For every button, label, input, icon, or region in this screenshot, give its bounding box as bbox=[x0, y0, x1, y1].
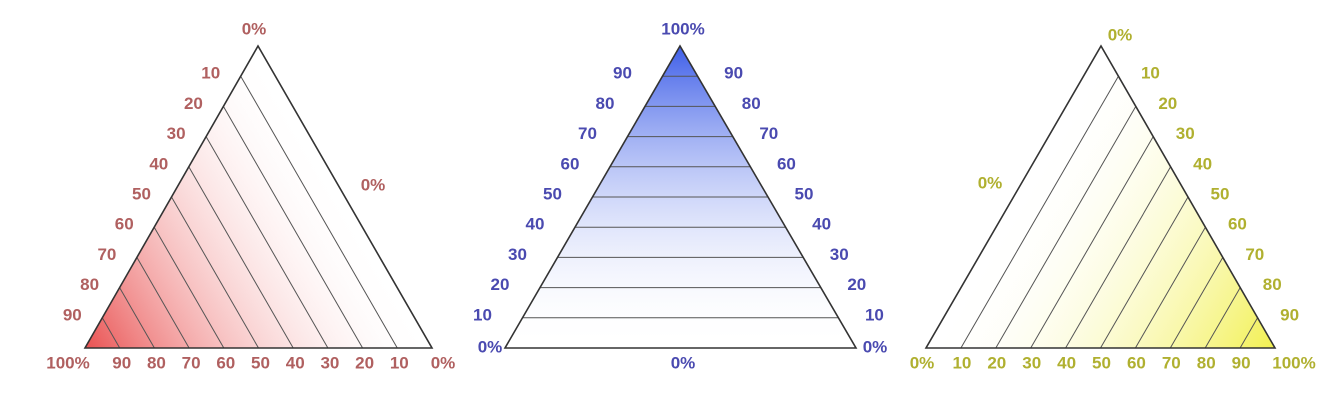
grid-line bbox=[188, 166, 294, 349]
grid-line bbox=[136, 257, 190, 349]
tick-label-bottom: 80 bbox=[147, 353, 166, 372]
tick-label-bottom: 60 bbox=[216, 353, 235, 372]
tick-label-left: 50 bbox=[132, 184, 151, 203]
tick-label-right: 60 bbox=[1228, 215, 1247, 234]
triangle-fill bbox=[926, 46, 1275, 348]
tick-label-left: 70 bbox=[97, 245, 116, 264]
tick-label-right: 30 bbox=[1176, 124, 1195, 143]
tick-label-right: 70 bbox=[1245, 245, 1264, 264]
grid-line bbox=[1030, 136, 1154, 349]
tick-label-left: 70 bbox=[578, 124, 597, 143]
grid-line bbox=[960, 75, 1119, 349]
bottom-center-label: 0% bbox=[671, 353, 696, 372]
zero-label-top: 0% bbox=[242, 19, 267, 38]
tick-label-bottom: 70 bbox=[1162, 353, 1181, 372]
zero-label-top: 0% bbox=[1108, 25, 1133, 44]
grid-line bbox=[1169, 257, 1224, 349]
tick-label-right: 20 bbox=[847, 275, 866, 294]
triangle-outline bbox=[83, 44, 434, 349]
tick-label-left: 80 bbox=[596, 94, 615, 113]
grid-line bbox=[153, 226, 225, 349]
tick-label-right: 40 bbox=[812, 215, 831, 234]
tick-label-left: 40 bbox=[526, 215, 545, 234]
tick-label-bottom: 90 bbox=[112, 353, 131, 372]
tick-label-bottom: 20 bbox=[987, 353, 1006, 372]
tick-label-bottom: 50 bbox=[251, 353, 270, 372]
zero-label-side: 0% bbox=[361, 175, 386, 194]
tick-label-left: 80 bbox=[80, 275, 99, 294]
tick-label-bottom: 30 bbox=[1022, 353, 1041, 372]
tick-label-right: 10 bbox=[1141, 64, 1160, 83]
tick-label-bottom: 60 bbox=[1127, 353, 1146, 372]
grid-line bbox=[222, 106, 364, 349]
grid-line bbox=[205, 136, 329, 349]
tick-label-bottom: 100% bbox=[1272, 353, 1315, 372]
grid-line bbox=[1204, 287, 1241, 349]
tick-label-left: 10 bbox=[473, 305, 492, 324]
tick-label-right: 70 bbox=[759, 124, 778, 143]
tick-label-right: 80 bbox=[1263, 275, 1282, 294]
grid-line bbox=[995, 106, 1137, 349]
tick-label-right: 50 bbox=[795, 184, 814, 203]
tick-label-right: 60 bbox=[777, 154, 796, 173]
tick-label-left: 60 bbox=[115, 215, 134, 234]
grid-line bbox=[1100, 196, 1189, 349]
grid-line bbox=[1065, 166, 1172, 349]
tick-label-right: 90 bbox=[1280, 305, 1299, 324]
grid-line bbox=[171, 196, 259, 349]
tick-label-left: 30 bbox=[508, 245, 527, 264]
tick-label-bottom: 30 bbox=[320, 353, 339, 372]
tick-label-left: 10 bbox=[201, 64, 220, 83]
triangle-outline bbox=[924, 44, 1277, 349]
tick-label-bottom: 10 bbox=[952, 353, 971, 372]
grid-line bbox=[119, 287, 155, 349]
zero-label-side: 0% bbox=[978, 173, 1003, 192]
tick-label-right: 80 bbox=[742, 94, 761, 113]
ternary-diagram-blue: 90 80 70 60 50 40 30 20 10 90 80 70 60 50 40 30 20 10 100%… bbox=[473, 19, 887, 372]
tick-label-left: 90 bbox=[613, 64, 632, 83]
grid-line bbox=[101, 317, 121, 349]
tick-label-left: 30 bbox=[167, 124, 186, 143]
tick-label-left: 50 bbox=[543, 184, 562, 203]
tick-label-bottom: 40 bbox=[1057, 353, 1076, 372]
tick-label-left: 20 bbox=[491, 275, 510, 294]
tick-label-bottom: 70 bbox=[182, 353, 201, 372]
tick-label-right: 20 bbox=[1158, 94, 1177, 113]
ternary-diagram-yellow: 10 20 30 40 50 60 70 80 90 0% 10 20 30 40 50 60 70 80 90 10… bbox=[910, 25, 1316, 372]
grid-line bbox=[240, 75, 398, 349]
tick-label-left: 40 bbox=[149, 154, 168, 173]
tick-label-bottom: 40 bbox=[286, 353, 305, 372]
grid-line bbox=[1239, 317, 1259, 349]
tick-label-bottom: 80 bbox=[1197, 353, 1216, 372]
tick-label-left: 20 bbox=[184, 94, 203, 113]
tick-label-right: 40 bbox=[1193, 154, 1212, 173]
tick-label-left: 60 bbox=[561, 154, 580, 173]
top-label: 100% bbox=[661, 19, 704, 38]
triangle-fill bbox=[85, 46, 432, 348]
tick-label-bottom: 20 bbox=[355, 353, 374, 372]
tick-label-bottom: 0% bbox=[431, 353, 456, 372]
tick-label-right: 90 bbox=[724, 64, 743, 83]
tick-label-bottom: 50 bbox=[1092, 353, 1111, 372]
grid-line bbox=[1134, 226, 1206, 349]
bottom-left-label: 0% bbox=[478, 337, 503, 356]
tick-label-bottom: 0% bbox=[910, 353, 935, 372]
triangle-outline bbox=[503, 44, 858, 349]
tick-label-bottom: 100% bbox=[46, 353, 89, 372]
tick-label-right: 50 bbox=[1211, 184, 1230, 203]
tick-label-bottom: 90 bbox=[1232, 353, 1251, 372]
tick-label-right: 10 bbox=[865, 305, 884, 324]
tick-label-right: 30 bbox=[830, 245, 849, 264]
tick-label-left: 90 bbox=[63, 305, 82, 324]
bottom-right-label: 0% bbox=[863, 337, 888, 356]
tick-label-bottom: 10 bbox=[390, 353, 409, 372]
